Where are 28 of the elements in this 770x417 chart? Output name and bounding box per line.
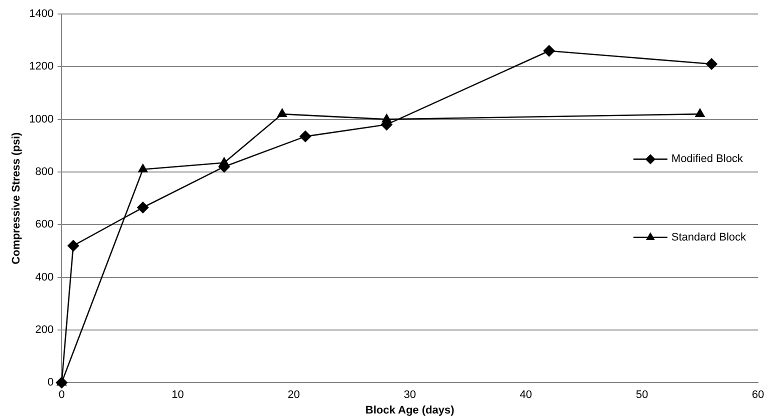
y-tick-label: 800 [35, 166, 54, 178]
point [706, 58, 718, 70]
legend-label: Modified Block [671, 153, 744, 166]
y-tick-label: 400 [35, 271, 54, 284]
y-tick-label: 1400 [29, 8, 54, 20]
x-tick-label: 0 [58, 389, 65, 402]
point [694, 108, 706, 118]
y-tick-label: 1200 [29, 60, 54, 73]
x-tick-label: 20 [288, 389, 300, 402]
y-tick-label: 600 [35, 218, 54, 231]
point [276, 108, 288, 118]
x-tick-label: 40 [520, 389, 532, 402]
y-tick-label: 1000 [29, 113, 54, 126]
x-tick-label: 10 [172, 389, 184, 402]
y-axis-title: Compressive Stress (psi) [10, 132, 23, 264]
point [543, 44, 556, 57]
point [56, 376, 68, 389]
point [138, 163, 148, 172]
x-tick-label: 60 [752, 389, 764, 402]
x-tick-label: 50 [636, 389, 648, 402]
x-axis-title: Block Age (days) [365, 404, 455, 416]
point [136, 202, 149, 214]
point [67, 240, 80, 252]
y-tick-label: 0 [48, 376, 54, 389]
x-tick-label: 30 [404, 389, 416, 402]
point [299, 130, 312, 142]
y-tick-label: 200 [35, 324, 54, 336]
legend-label: Standard Block [671, 231, 746, 244]
